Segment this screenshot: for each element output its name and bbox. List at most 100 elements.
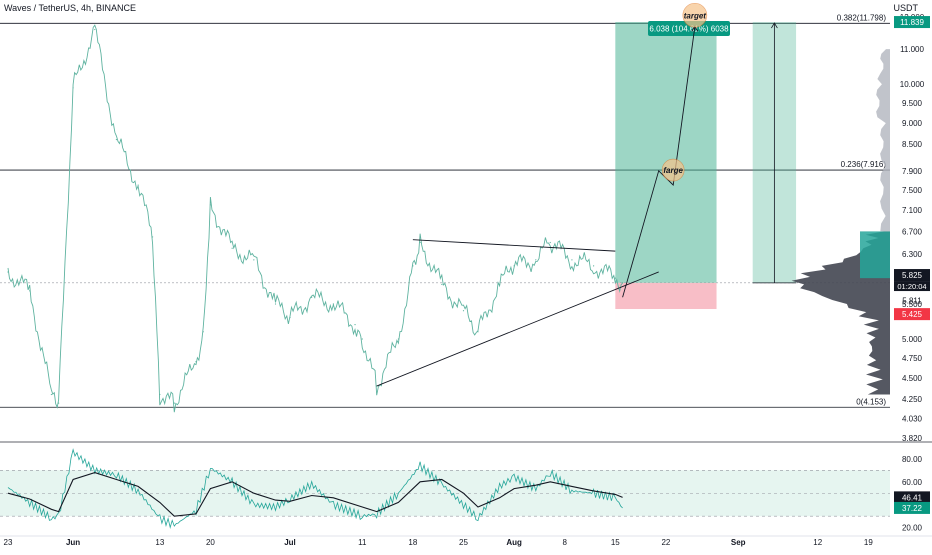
- price-axis-tick-label: 7.900: [902, 167, 923, 176]
- rsi-signal-badge-text: 37.22: [902, 504, 923, 513]
- price-point: [462, 310, 465, 312]
- price-point: [477, 331, 479, 333]
- price-point: [94, 28, 96, 31]
- measure-badge-text: 6.038 (104.61%) 6038: [649, 25, 729, 34]
- price-point: [535, 259, 537, 261]
- price-point: [332, 303, 334, 305]
- currency-label: USDT: [893, 3, 919, 13]
- price-axis-tick-label: 4.500: [902, 374, 923, 383]
- time-axis-tick-label: 23: [4, 538, 13, 547]
- price-point: [419, 241, 421, 244]
- price-point: [202, 331, 204, 333]
- top-level-price-badge: [894, 16, 930, 29]
- time-axis-tick-label: 13: [155, 538, 164, 547]
- time-axis-tick-label: 18: [408, 538, 417, 547]
- rsi-line: [7, 448, 623, 529]
- measure-badge: [648, 21, 730, 36]
- current-price-badge-text: 5.825: [902, 271, 923, 280]
- triangle-upper-trendline: [412, 239, 616, 252]
- countdown-badge: [894, 281, 930, 292]
- price-point: [361, 338, 363, 340]
- price-axis-tick-label: 6.300: [902, 250, 923, 259]
- rsi-axis-tick-label: 60.00: [902, 478, 923, 487]
- price-axis-tick-label: 9.500: [902, 99, 923, 108]
- time-axis-tick-label: 20: [206, 538, 215, 547]
- price-axis-tick-label: 9.000: [902, 119, 923, 128]
- price-point: [72, 87, 74, 89]
- measure-arrow-head: [771, 22, 778, 29]
- top-level-price-badge-text: 11.839: [900, 18, 924, 27]
- price-point: [173, 402, 175, 404]
- price-axis-tick-label: 10.000: [900, 80, 925, 89]
- volume-profile-upper: [876, 49, 890, 232]
- price-axis-tick-label: 4.750: [902, 354, 923, 363]
- time-axis-tick-label: 25: [459, 538, 468, 547]
- price-point: [195, 361, 197, 363]
- price-axis-tick-label: 7.100: [902, 206, 923, 215]
- target-marker-2-label: farge: [663, 166, 683, 175]
- price-point: [159, 393, 161, 396]
- volume-profile-value-area: [860, 231, 890, 279]
- price-point: [29, 290, 31, 292]
- rsi-axis-tick-label: 20.00: [902, 524, 923, 533]
- price-point: [115, 138, 118, 141]
- time-axis-tick-label: 15: [611, 538, 620, 547]
- time-axis-tick-label: 19: [864, 538, 873, 547]
- price-axis-tick-label: 8.500: [902, 140, 923, 149]
- stop-price-badge-text: 5.425: [902, 310, 923, 319]
- long-position-stop-zone: [615, 282, 717, 310]
- price-point: [209, 204, 212, 206]
- fib-level-0-label: 0(4.153): [856, 397, 886, 406]
- time-axis-tick-label: 22: [661, 538, 670, 547]
- time-axis-tick-label: 8: [562, 538, 567, 547]
- price-point: [311, 296, 313, 298]
- price-point: [50, 393, 52, 396]
- time-axis-tick-label: Aug: [506, 538, 522, 547]
- price-point: [499, 283, 501, 286]
- price-point: [253, 259, 255, 261]
- target-marker-1-label: target: [684, 11, 707, 20]
- price-point: [354, 323, 356, 326]
- price-axis-tick-label: 4.250: [902, 395, 923, 404]
- price-point: [614, 277, 616, 279]
- price-point: [412, 265, 414, 267]
- price-point: [513, 265, 515, 267]
- price-point: [549, 241, 551, 244]
- chart-title: Waves / TetherUS, 4h, BINANCE: [4, 3, 137, 13]
- price-axis-tick-label: 7.500: [902, 186, 923, 195]
- time-axis-tick-label: Sep: [731, 538, 746, 547]
- price-point: [231, 247, 233, 249]
- price-point: [593, 265, 595, 267]
- target-marker-1: [682, 2, 708, 28]
- rsi-main-badge: [894, 491, 930, 504]
- price-point: [441, 283, 443, 286]
- current-price-badge: [894, 269, 930, 282]
- price-point: [289, 316, 291, 319]
- rsi-signal-badge: [894, 501, 930, 514]
- time-axis-tick-label: 12: [813, 538, 822, 547]
- time-axis-tick-label: Jul: [284, 538, 296, 547]
- price-point: [621, 282, 624, 284]
- price-axis-tick-label: 6.700: [902, 227, 923, 236]
- rsi-main-badge-text: 46.41: [902, 493, 923, 502]
- price-point: [571, 259, 573, 261]
- stop-price-badge: [894, 308, 930, 321]
- fib-level-0236-label: 0.236(7.916): [841, 160, 887, 169]
- rsi-axis-tick-label: 80.00: [902, 455, 923, 464]
- price-axis-tick-label: 3.820: [902, 434, 923, 443]
- fib-level-0382-label: 0.382(11.798): [837, 13, 887, 22]
- price-point: [397, 338, 400, 340]
- target-marker-2: [661, 158, 685, 182]
- time-axis-tick-label: 11: [358, 538, 367, 547]
- price-axis-tick-label: 5.500: [902, 300, 923, 309]
- time-axis-tick-label: Jun: [66, 538, 80, 547]
- price-point: [137, 184, 139, 186]
- price-axis-tick-label: 4.030: [902, 414, 923, 423]
- price-point: [7, 271, 9, 273]
- price-axis-tick-label: 5.000: [902, 335, 923, 344]
- countdown-badge-text: 01:20:04: [897, 282, 926, 291]
- price-point: [152, 236, 154, 238]
- price-point: [58, 402, 60, 404]
